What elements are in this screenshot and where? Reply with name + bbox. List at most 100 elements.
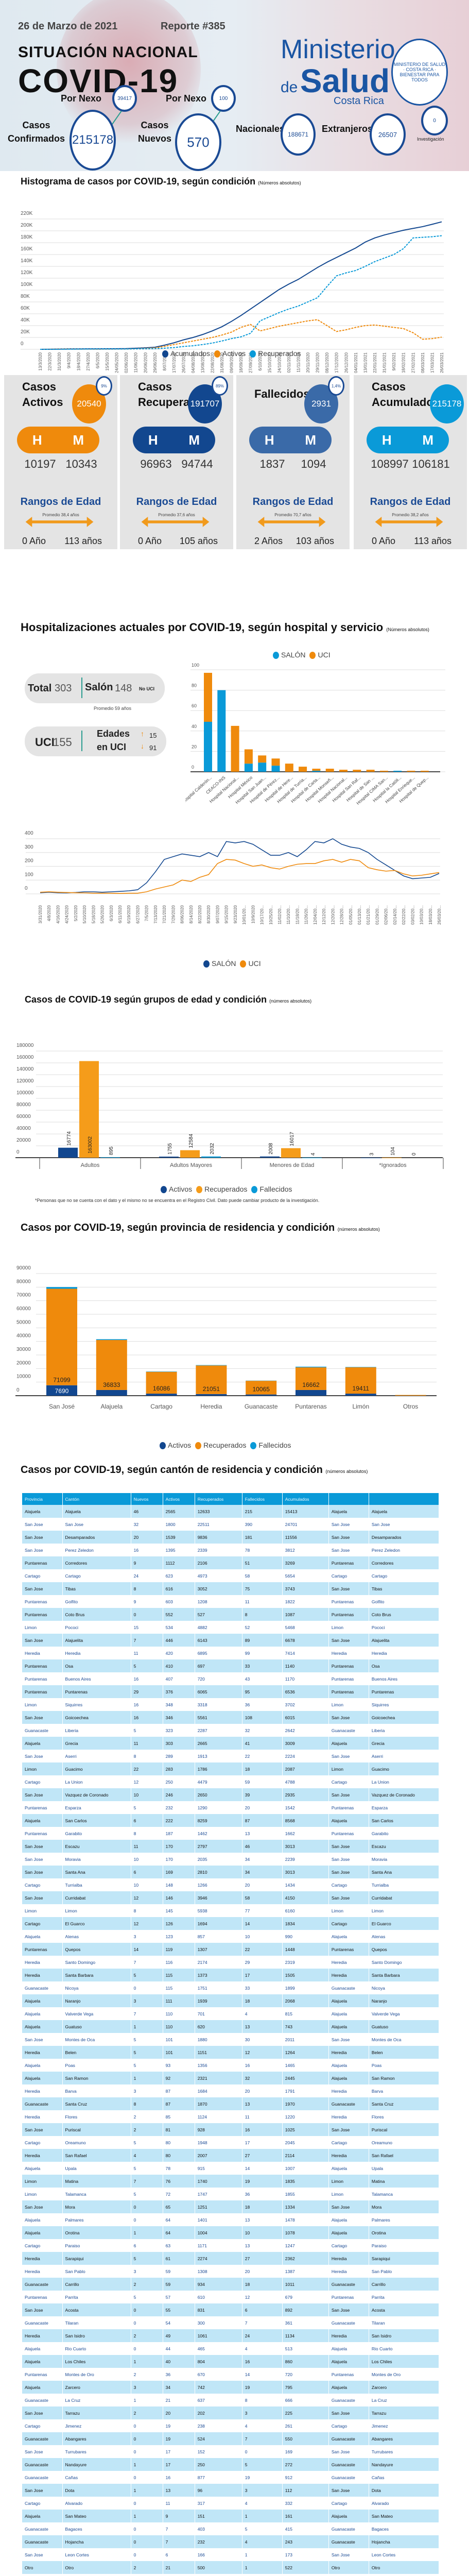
card-value: 215178: [432, 399, 462, 409]
column-header[interactable]: Nuevos: [131, 1493, 163, 1505]
table-cell: Puntarenas: [328, 1608, 369, 1621]
table-cell: Talamanca: [369, 2188, 440, 2200]
table-cell: 6: [131, 1814, 163, 1827]
x-tick-label: 31/08/2020: [220, 352, 224, 373]
table-cell: 1: [242, 2548, 283, 2561]
column-header[interactable]: Cantón: [62, 1493, 131, 1505]
legend-item[interactable]: Activos: [214, 349, 246, 358]
y-tick-label: 160000: [16, 1055, 34, 1060]
x-tick-label: 18/02/2021: [402, 352, 406, 373]
table-cell: 877: [195, 2471, 242, 2484]
table-cell: 232: [195, 2535, 242, 2548]
legend-label: Acumulados: [170, 349, 211, 358]
table-cell: Guanacaste: [22, 1724, 63, 1737]
table-row: Alajuela Palmares 0 64 1401 13 1478 Alajuela Pal…: [22, 2213, 440, 2226]
table-cell: 1747: [195, 2188, 242, 2200]
legend-item[interactable]: Fallecidos: [250, 1441, 291, 1450]
table-cell: 3269: [282, 1556, 329, 1569]
province-title: Casos por COVID-19, según provincia de r…: [21, 1222, 380, 1234]
table-cell: 20: [131, 1531, 163, 1544]
table-cell: Matina: [62, 2175, 131, 2188]
table-cell: Alajuela: [328, 2213, 369, 2226]
legend-dot-icon: [273, 652, 279, 659]
column-header[interactable]: Recuperados: [195, 1493, 242, 1505]
table-cell: 1: [131, 2355, 163, 2368]
legend-item[interactable]: UCI: [309, 651, 331, 659]
table-cell: Esparza: [62, 1801, 131, 1814]
table-row: Alajuela Alajuela 46 2565 12633 215 15413 Alaju…: [22, 1505, 440, 1518]
legend-item[interactable]: Activos: [160, 1441, 191, 1450]
legend-item[interactable]: Recuperados: [250, 349, 301, 358]
table-cell: Heredia: [22, 2252, 63, 2265]
table-cell: San Jose: [328, 1750, 369, 1762]
table-cell: 112: [282, 2484, 329, 2497]
column-header[interactable]: [328, 1493, 369, 1505]
bar-activos: [246, 1394, 277, 1396]
table-cell: Desamparados: [369, 1531, 440, 1544]
y-tick-label: 60000: [16, 1114, 31, 1120]
x-tick-label: 17/07/2020: [172, 352, 177, 373]
table-cell: Siquirres: [62, 1698, 131, 1711]
x-tick-label: Menores de Edad: [270, 1162, 315, 1168]
table-cell: Mora: [62, 2200, 131, 2213]
ministry-logo-salud: de Salud: [281, 62, 390, 100]
table-cell: Santa Barbara: [369, 1969, 440, 1981]
legend-item[interactable]: Acumulados: [162, 349, 210, 358]
table-row: Cartago La Union 12 250 4479 59 4788 Cartago La …: [22, 1775, 440, 1788]
table-cell: 1401: [195, 2213, 242, 2226]
x-tick-label: 8/22/2020: [198, 905, 202, 923]
table-cell: San Jose: [328, 2548, 369, 2561]
table-row: Alajuela Upala 5 78 915 14 1007 Alajuela Upala: [22, 2162, 440, 2175]
legend-item[interactable]: SALÓN: [203, 959, 236, 968]
table-cell: 3: [131, 1930, 163, 1943]
table-cell: San Jose: [328, 1711, 369, 1724]
column-header[interactable]: Fallecidos: [242, 1493, 283, 1505]
x-tick-label: 13/08/2020: [201, 352, 205, 373]
table-cell: 5654: [282, 1569, 329, 1582]
table-cell: 3: [131, 2265, 163, 2278]
legend-item[interactable]: Recuperados: [196, 1185, 247, 1194]
table-cell: Otro: [328, 2561, 369, 2574]
x-tick-label: 17/03/2021: [430, 352, 435, 373]
uci-age-max: 91: [149, 744, 157, 752]
age-title-text: Casos de COVID-19 según grupos de edad y…: [25, 994, 267, 1005]
women-label: M: [188, 432, 200, 448]
table-cell: Limon: [22, 2175, 63, 2188]
legend-item[interactable]: Fallecidos: [251, 1185, 292, 1194]
legend-label: SALÓN: [212, 959, 236, 968]
uci-label: UCI: [35, 736, 55, 749]
table-cell: 152: [195, 2445, 242, 2458]
table-cell: 5468: [282, 1621, 329, 1634]
column-header[interactable]: Provincia: [22, 1493, 63, 1505]
table-cell: 1078: [282, 2226, 329, 2239]
legend-item[interactable]: SALÓN: [273, 651, 305, 659]
table-cell: El Guarco: [369, 1917, 440, 1930]
table-cell: 1913: [195, 1750, 242, 1762]
table-row: Puntarenas Quepos 14 119 1307 22 1448 Puntarena…: [22, 1943, 440, 1956]
table-cell: 76: [163, 2175, 195, 2188]
bar-salón: [271, 766, 280, 772]
table-cell: San Jose: [22, 1866, 63, 1878]
table-row: San Jose Escazu 11 170 2797 46 3013 San Jose Esc…: [22, 1840, 440, 1853]
table-cell: 65: [163, 2200, 195, 2213]
table-cell: 21: [163, 2394, 195, 2406]
legend-item[interactable]: Activos: [161, 1185, 192, 1194]
x-tick-label: 24/05/2020: [115, 352, 119, 373]
column-header[interactable]: Activos: [163, 1493, 195, 1505]
legend-item[interactable]: Recuperados: [195, 1441, 246, 1450]
bar-salón: [244, 764, 253, 772]
table-cell: La Cruz: [369, 2394, 440, 2406]
column-header[interactable]: Acumulados: [282, 1493, 329, 1505]
column-header[interactable]: [369, 1493, 440, 1505]
table-cell: 115: [163, 1981, 195, 1994]
x-tick-label: 6/11/2020: [118, 905, 123, 923]
table-cell: 115: [163, 1969, 195, 1981]
table-cell: 2114: [282, 2149, 329, 2162]
legend-item[interactable]: UCI: [240, 959, 261, 968]
table-cell: 2319: [282, 1956, 329, 1969]
table-cell: 8: [131, 2097, 163, 2110]
confirmed-nexo-label: Por Nexo: [61, 93, 102, 104]
legend-label: SALÓN: [281, 651, 306, 659]
table-cell: Parrita: [369, 2291, 440, 2303]
confirmed-value: 215178: [72, 133, 114, 147]
